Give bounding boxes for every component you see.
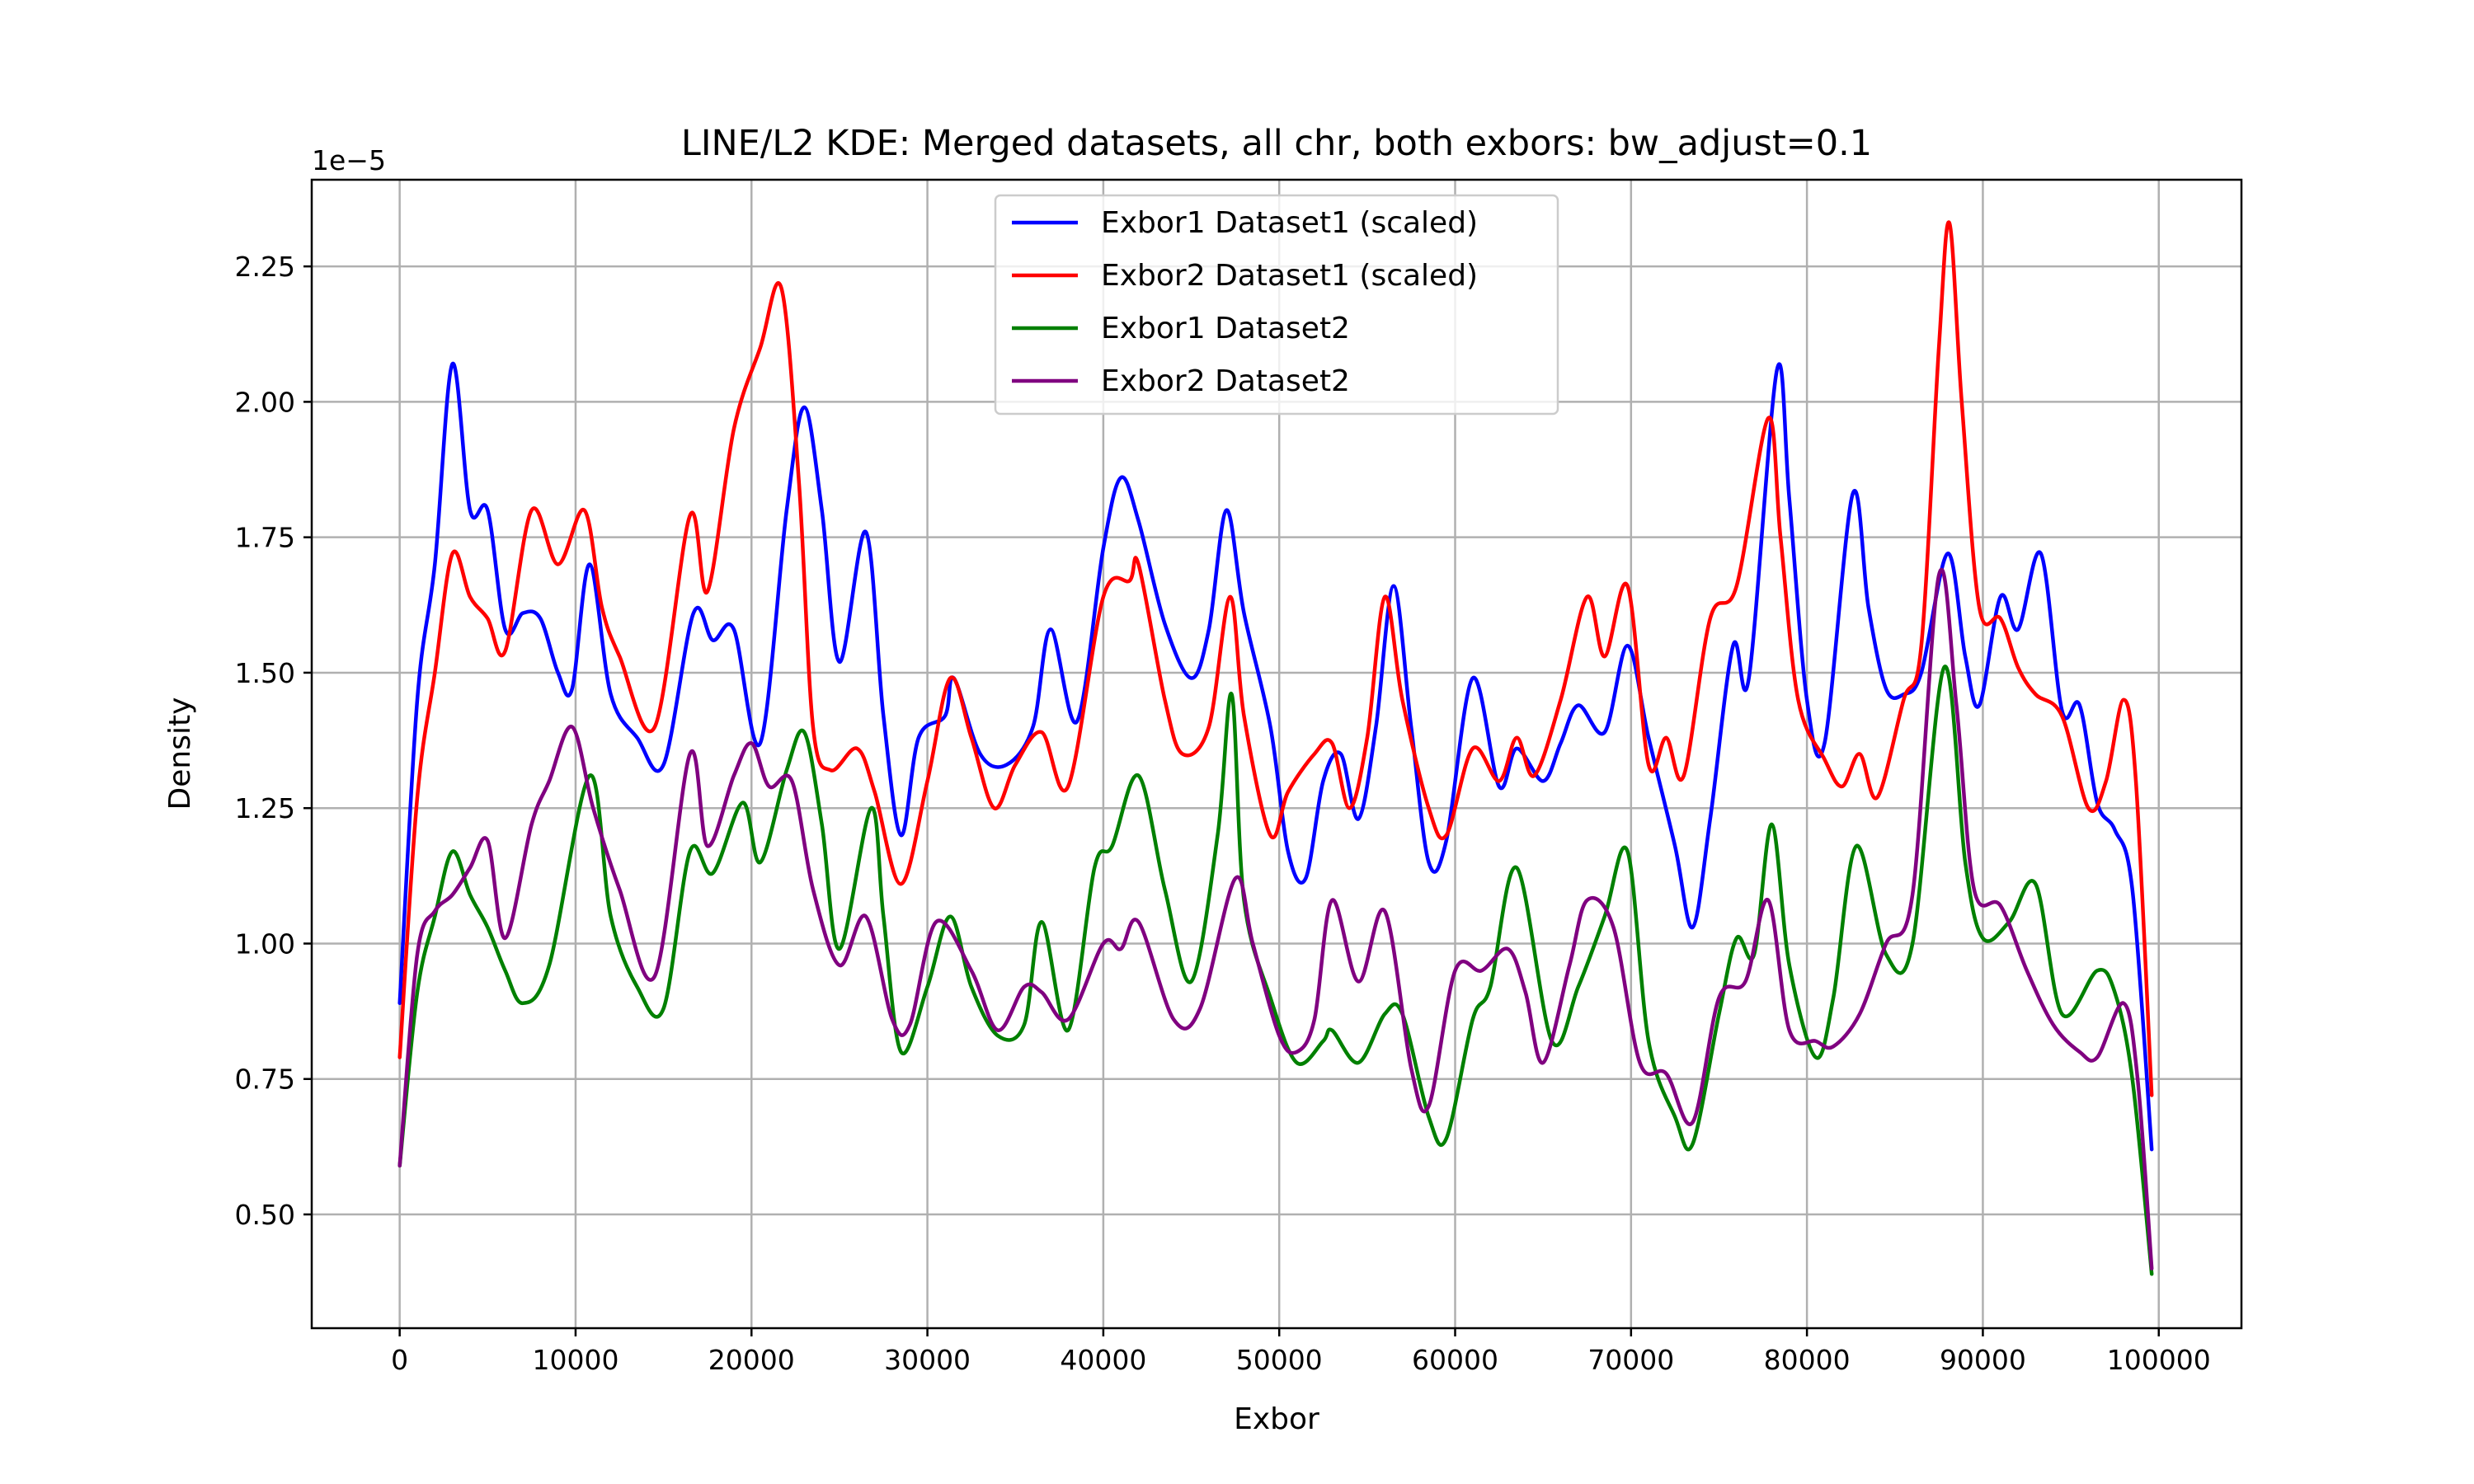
- series-lines: [397, 220, 2154, 1276]
- x-axis-ticks: 0 10000 20000 30000 40000 50000 60000 70000 8000…: [391, 1328, 2211, 1376]
- y-tick-label: 0.75: [235, 1064, 295, 1096]
- y-tick-label: 1.75: [235, 522, 295, 554]
- x-tick-label: 80000: [1764, 1344, 1851, 1376]
- x-tick-label: 20000: [708, 1344, 795, 1376]
- legend-label-2: Exbor2 Dataset1 (scaled): [1101, 259, 1478, 293]
- y-axis-label: Density: [163, 697, 197, 810]
- x-tick-label: 40000: [1060, 1344, 1146, 1376]
- legend-box: [994, 194, 1559, 416]
- series-line-1: [397, 362, 2154, 1152]
- legend: Exbor1 Dataset1 (scaled) Exbor2 Dataset1 …: [994, 194, 1559, 416]
- x-tick-label: 30000: [884, 1344, 971, 1376]
- x-axis-label: Exbor: [1234, 1402, 1319, 1436]
- x-tick-label: 0: [391, 1344, 408, 1376]
- y-tick-label: 0.50: [235, 1199, 295, 1231]
- plot-frame: [310, 178, 2243, 1330]
- x-tick-label: 100000: [2107, 1344, 2211, 1376]
- y-tick-label: 2.00: [235, 386, 295, 418]
- x-tick-label: 50000: [1236, 1344, 1323, 1376]
- x-tick-label: 10000: [532, 1344, 618, 1376]
- y-axis-ticks: 0.50 0.75 1.00 1.25 1.50 1.75 2.00 2.25: [235, 251, 312, 1231]
- y-tick-label: 1.25: [235, 792, 295, 824]
- legend-label-4: Exbor2 Dataset2: [1101, 364, 1350, 398]
- series-line-4: [397, 567, 2154, 1270]
- x-tick-label: 70000: [1587, 1344, 1674, 1376]
- x-tick-label: 90000: [1940, 1344, 2026, 1376]
- legend-label-1: Exbor1 Dataset1 (scaled): [1101, 206, 1478, 240]
- y-axis-offset-label: 1e−5: [312, 144, 386, 176]
- y-tick-label: 2.25: [235, 251, 295, 283]
- x-tick-label: 60000: [1412, 1344, 1498, 1376]
- y-tick-label: 1.50: [235, 657, 295, 689]
- y-tick-label: 1.00: [235, 928, 295, 960]
- series-line-2: [397, 220, 2154, 1097]
- chart-title: LINE/L2 KDE: Merged datasets, all chr, b…: [681, 123, 1872, 164]
- legend-label-3: Exbor1 Dataset2: [1101, 312, 1350, 345]
